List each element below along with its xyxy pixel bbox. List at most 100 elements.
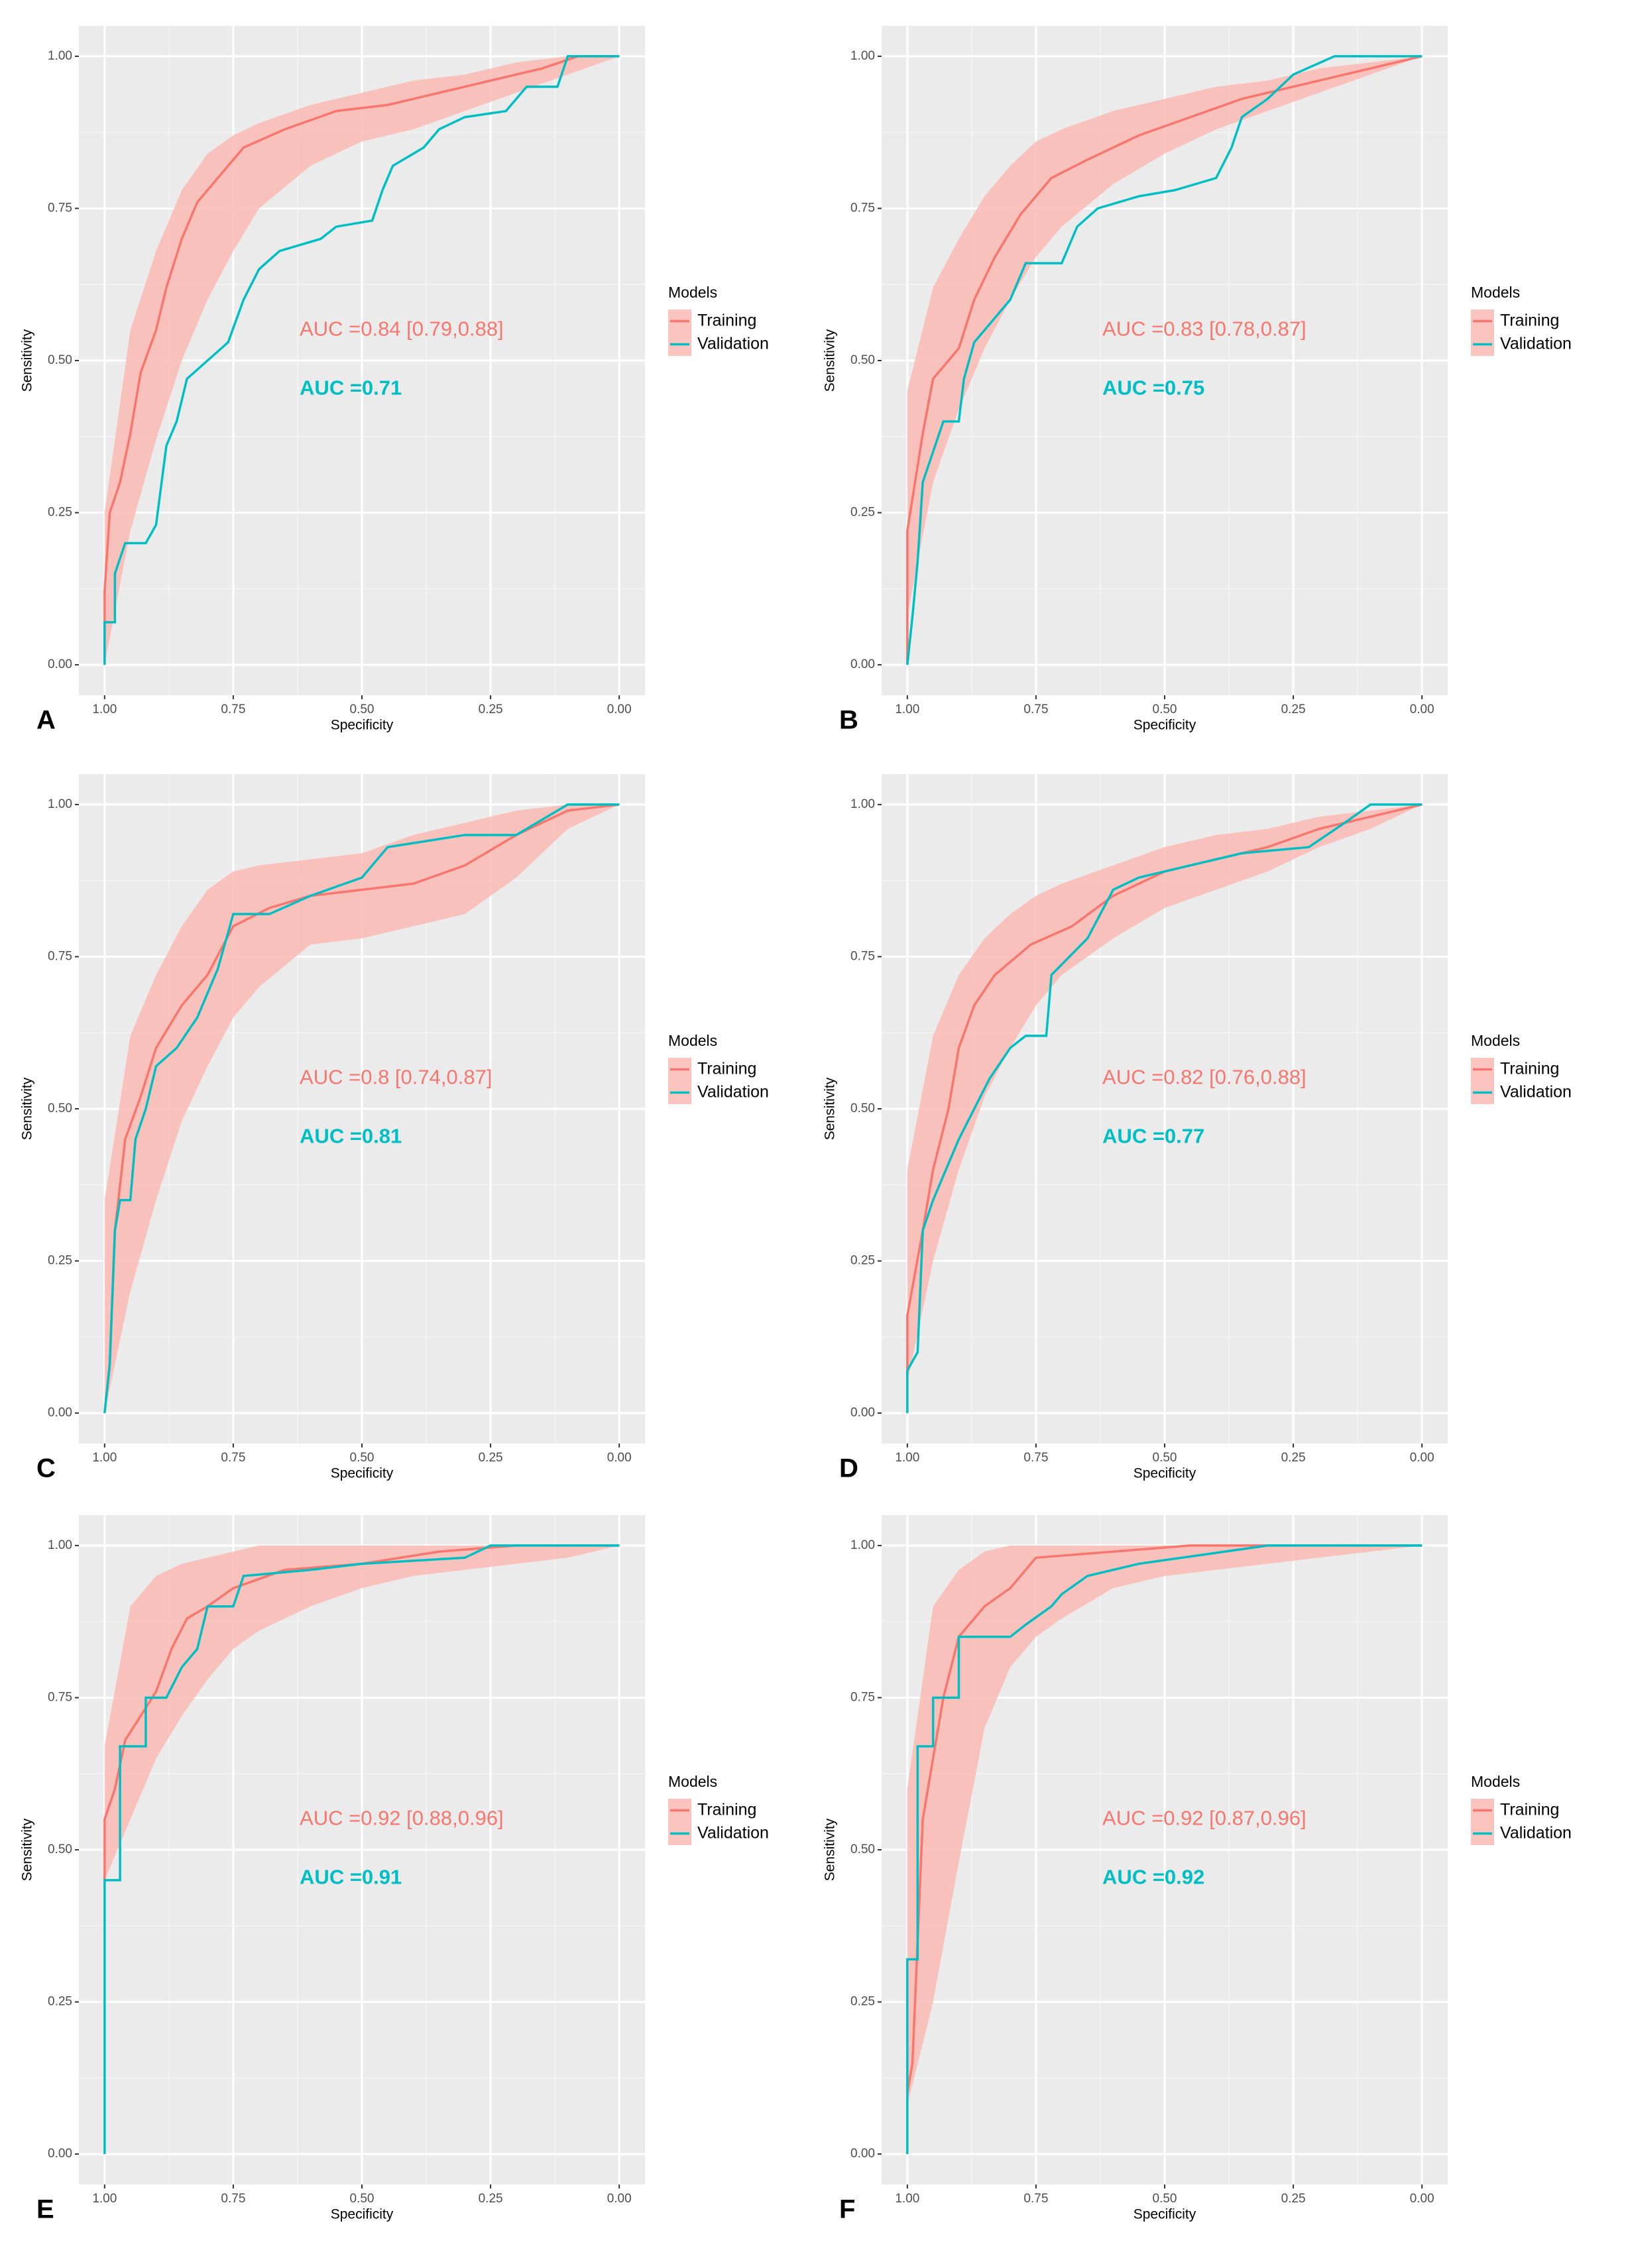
confidence-band	[907, 804, 1423, 1383]
y-tick-label: 0.00	[850, 657, 875, 671]
roc-line	[906, 803, 1423, 1414]
x-tick-label: 0.75	[221, 2192, 245, 2206]
x-tick-label: 0.75	[1023, 1451, 1048, 1465]
legend-label: Training	[697, 1801, 756, 1819]
y-tick-label: 0.50	[48, 353, 72, 367]
annotation: AUC =0.71	[300, 376, 402, 400]
x-tick-label: 0.00	[607, 703, 632, 716]
y-tick-label: 0.50	[850, 1843, 875, 1856]
roc-line	[103, 1544, 620, 2155]
y-tick-label: 1.00	[850, 797, 875, 811]
panel: 1.00 0.75 0.50 0.25 0.00 0.00 0.25 0.50 0.75 1.00…	[20, 26, 769, 735]
panel: 1.00 0.75 0.50 0.25 0.00 0.00 0.25 0.50 0.75 1.00…	[20, 774, 769, 1483]
x-tick-label: 0.25	[1281, 703, 1306, 716]
y-axis-title: Sensitivity	[20, 329, 35, 392]
panel-label: C	[36, 1454, 56, 1483]
y-tick-label: 0.75	[850, 201, 875, 215]
y-tick-label: 0.25	[850, 506, 875, 520]
annotation: AUC =0.92 [0.87,0.96]	[1102, 1807, 1307, 1830]
x-tick-label: 0.00	[1410, 2192, 1434, 2206]
y-tick-label: 0.75	[48, 1690, 72, 1704]
legend-title: Models	[668, 1032, 717, 1049]
confidence-band	[104, 804, 620, 1414]
panel-label: B	[839, 706, 858, 735]
y-tick-label: 0.25	[48, 1995, 72, 2009]
y-axis-title: Sensitivity	[823, 1818, 838, 1881]
y-tick-label: 0.75	[48, 201, 72, 215]
legend-label: Training	[1500, 312, 1559, 330]
x-axis-title: Specificity	[331, 718, 394, 733]
panel: 1.00 0.75 0.50 0.25 0.00 0.00 0.25 0.50 0.75 1.00…	[823, 1515, 1572, 2224]
y-tick-label: 0.50	[48, 1102, 72, 1115]
roc-line	[103, 1544, 620, 1880]
y-tick-label: 0.00	[48, 1406, 72, 1420]
panel-label: F	[839, 2195, 855, 2224]
legend-label: Validation	[1500, 335, 1572, 353]
annotation: AUC =0.75	[1102, 376, 1204, 400]
y-axis-title: Sensitivity	[823, 329, 838, 392]
y-tick-label: 0.25	[850, 1254, 875, 1268]
annotation: AUC =0.92 [0.88,0.96]	[300, 1807, 504, 1830]
legend-label: Validation	[1500, 1824, 1572, 1843]
x-tick-label: 1.00	[895, 703, 919, 716]
y-axis-title: Sensitivity	[20, 1818, 35, 1881]
roc-line	[103, 803, 620, 1414]
panel: 1.00 0.75 0.50 0.25 0.00 0.00 0.25 0.50 0.75 1.00…	[823, 774, 1572, 1483]
x-tick-label: 0.50	[1153, 1451, 1177, 1465]
legend-title: Models	[1471, 284, 1520, 301]
roc-line	[906, 1544, 1423, 2155]
x-tick-label: 0.25	[479, 2192, 503, 2206]
legend-label: Validation	[1500, 1083, 1572, 1102]
x-tick-label: 0.50	[1153, 703, 1177, 716]
legend-label: Training	[1500, 1060, 1559, 1078]
x-axis-title: Specificity	[1133, 718, 1196, 733]
y-tick-label: 0.00	[850, 1406, 875, 1420]
legend-label: Training	[1500, 1801, 1559, 1819]
x-tick-label: 0.50	[350, 703, 375, 716]
y-tick-label: 0.50	[850, 1102, 875, 1115]
y-tick-label: 1.00	[850, 49, 875, 63]
x-tick-label: 1.00	[92, 2192, 117, 2206]
y-tick-label: 1.00	[48, 1538, 72, 1552]
x-tick-label: 0.75	[221, 1451, 245, 1465]
x-tick-label: 1.00	[895, 1451, 919, 1465]
y-axis-title: Sensitivity	[823, 1077, 838, 1140]
annotation: AUC =0.8 [0.74,0.87]	[300, 1066, 492, 1089]
x-axis-title: Specificity	[331, 1466, 394, 1481]
x-axis-title: Specificity	[331, 2207, 394, 2222]
roc-line	[906, 55, 1423, 665]
legend-label: Training	[697, 1060, 756, 1078]
y-tick-label: 0.00	[850, 2147, 875, 2161]
annotation: AUC =0.83 [0.78,0.87]	[1102, 317, 1307, 341]
annotation: AUC =0.84 [0.79,0.88]	[300, 317, 504, 341]
annotation: AUC =0.82 [0.76,0.88]	[1102, 1066, 1307, 1089]
x-axis-title: Specificity	[1133, 2207, 1196, 2222]
panel-label: E	[36, 2195, 54, 2224]
legend-label: Validation	[697, 1083, 769, 1102]
legend-label: Validation	[697, 1824, 769, 1843]
y-tick-label: 0.25	[48, 1254, 72, 1268]
confidence-band	[907, 1545, 1423, 2106]
x-tick-label: 0.50	[350, 1451, 375, 1465]
roc-line	[103, 803, 620, 1414]
x-tick-label: 0.75	[1023, 2192, 1048, 2206]
x-tick-label: 0.75	[221, 703, 245, 716]
y-tick-label: 0.75	[850, 949, 875, 963]
annotation: AUC =0.81	[300, 1125, 402, 1148]
roc-line	[906, 803, 1423, 1414]
x-tick-label: 0.25	[479, 703, 503, 716]
legend-title: Models	[668, 1773, 717, 1790]
legend-title: Models	[1471, 1032, 1520, 1049]
x-tick-label: 0.00	[1410, 1451, 1434, 1465]
x-tick-label: 0.25	[1281, 1451, 1306, 1465]
x-tick-label: 1.00	[895, 2192, 919, 2206]
y-tick-label: 0.00	[48, 2147, 72, 2161]
panel-label: A	[36, 706, 56, 735]
y-axis-title: Sensitivity	[20, 1077, 35, 1140]
panel: 1.00 0.75 0.50 0.25 0.00 0.00 0.25 0.50 0.75 1.00…	[823, 26, 1572, 735]
annotation: AUC =0.91	[300, 1866, 402, 1889]
y-tick-label: 0.50	[850, 353, 875, 367]
x-tick-label: 0.00	[607, 2192, 632, 2206]
y-tick-label: 0.25	[48, 506, 72, 520]
x-tick-label: 0.25	[479, 1451, 503, 1465]
